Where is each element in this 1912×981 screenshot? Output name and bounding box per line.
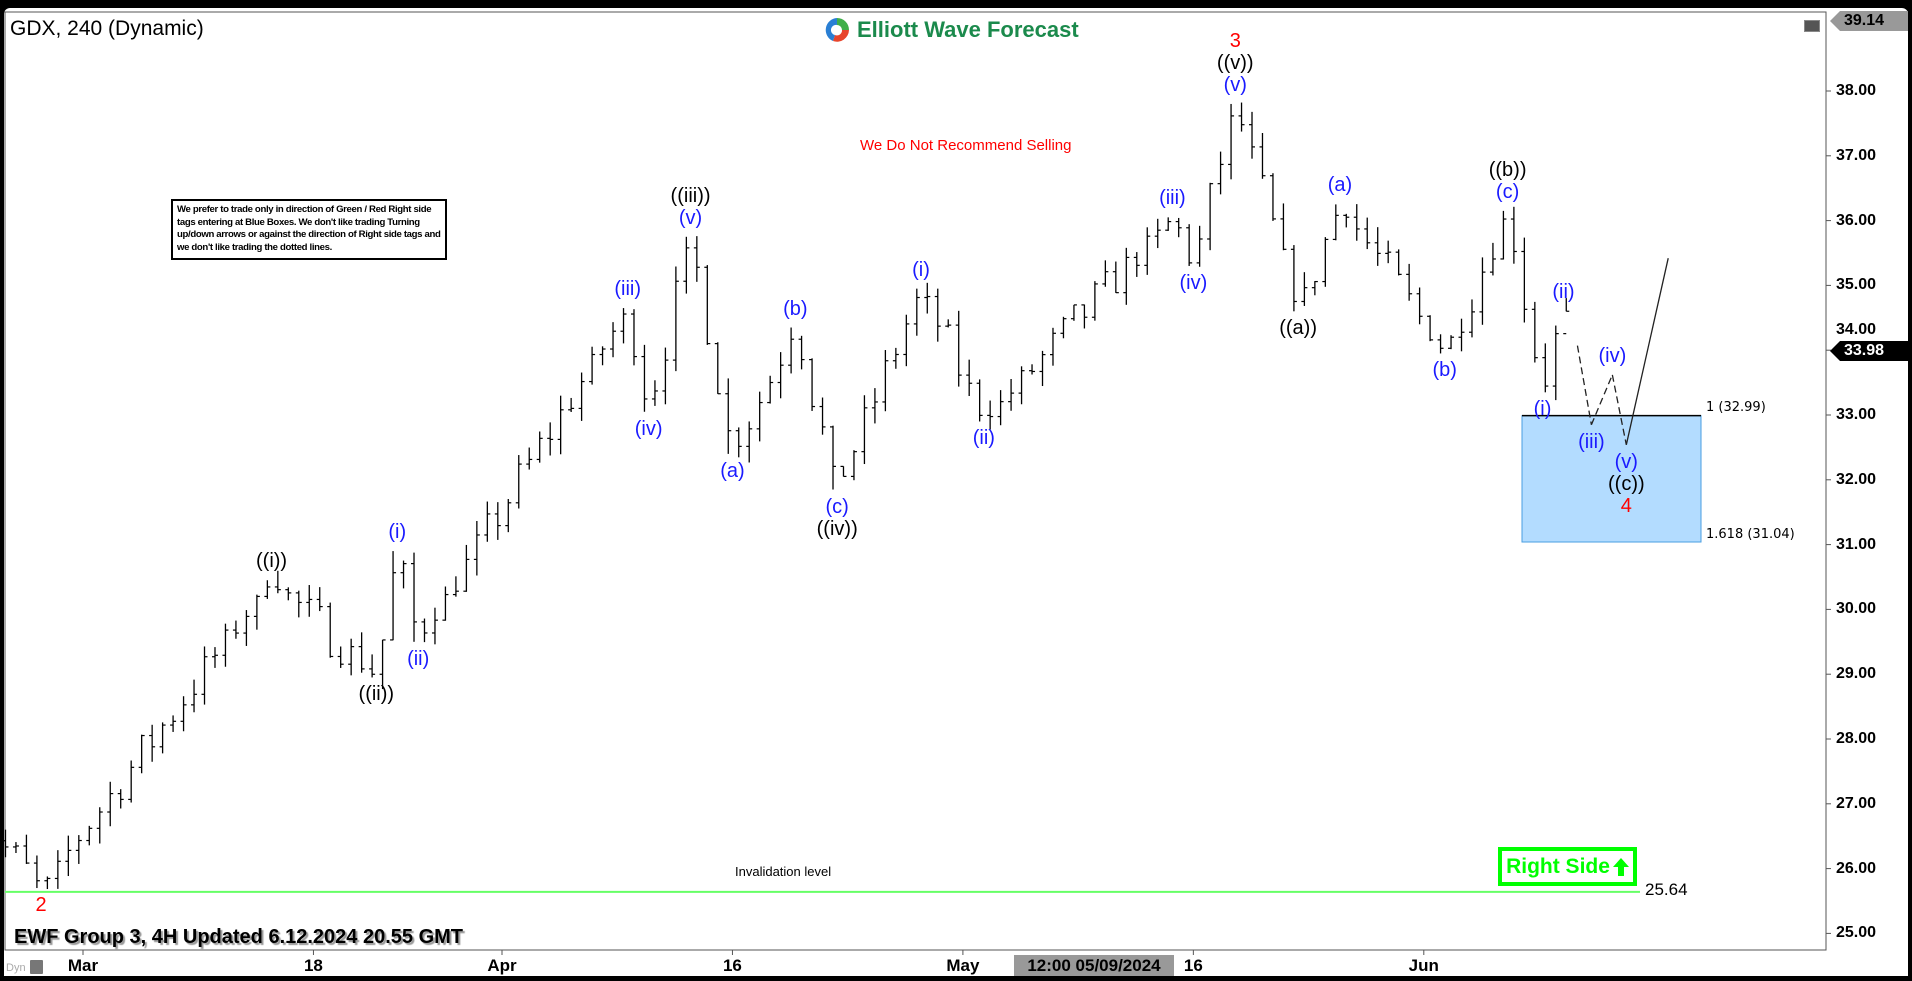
y-tick-label: 33.00 — [1836, 406, 1877, 423]
wave-label: ((v)) — [1216, 51, 1254, 74]
projection-path — [1611, 374, 1627, 445]
wave-label: (b) — [783, 297, 808, 320]
wave-label: (iv) — [1598, 344, 1627, 367]
y-tick-label: 26.00 — [1836, 859, 1877, 877]
wave-label: (iv) — [634, 417, 663, 440]
invalidation-label: Invalidation level — [735, 864, 832, 879]
wave-label: (v) — [1223, 73, 1247, 96]
wave-label: ((b)) — [1488, 158, 1527, 181]
wave-label: ((i)) — [256, 550, 288, 573]
wave-label: (b) — [1432, 359, 1457, 382]
plot-frame — [4, 11, 1827, 951]
logo: Elliott Wave Forecast — [823, 14, 1079, 46]
invalidation-value: 25.64 — [1645, 880, 1688, 899]
projection-path — [1590, 374, 1613, 425]
lock-icon[interactable] — [30, 960, 43, 974]
crosshair-date-label: 12:00 05/09/2024 — [1014, 955, 1174, 976]
y-tick-label: 29.00 — [1836, 665, 1877, 683]
fib-level-1: 1 (32.99) — [1706, 400, 1766, 415]
update-footer: EWF Group 3, 4H Updated 6.12.2024 20.55 … — [14, 926, 464, 948]
wave-label: 4 — [1620, 494, 1632, 517]
x-tick-label: Mar — [67, 956, 99, 975]
wave-label: (ii) — [1552, 281, 1575, 304]
x-tick-label: 16 — [722, 956, 742, 975]
y-tick-label: 27.00 — [1836, 794, 1877, 812]
wave-label: (c) — [1495, 180, 1520, 203]
wave-label: (a) — [1327, 174, 1353, 197]
wave-label: (i) — [1533, 398, 1552, 421]
wave-label: (v) — [1614, 450, 1638, 473]
logo-swirl-icon — [824, 17, 850, 43]
y-tick-label: 37.00 — [1836, 146, 1877, 164]
x-tick-label: 18 — [303, 956, 323, 975]
wave-label: (iii) — [1578, 430, 1605, 453]
dyn-label: Dyn — [6, 962, 26, 974]
wave-label: 3 — [1229, 29, 1241, 52]
fib-level-1618: 1.618 (31.04) — [1706, 527, 1795, 542]
y-tick-label: 34.00 — [1836, 321, 1877, 339]
y-tick-label: 28.00 — [1836, 730, 1877, 747]
trading-note: We prefer to trade only in direction of … — [171, 199, 447, 260]
wave-label: (c) — [825, 495, 849, 518]
wave-label: (iii) — [614, 278, 642, 301]
wave-label: (ii) — [407, 647, 430, 670]
right-side-tag: Right Side — [1498, 847, 1637, 886]
y-tick-label: 30.00 — [1836, 600, 1877, 618]
x-tick-label: Jun — [1408, 956, 1439, 975]
y-tick-label: 35.00 — [1836, 276, 1877, 294]
last-price-tag: 33.98 — [1830, 341, 1908, 361]
y-tick-label: 25.00 — [1836, 924, 1877, 942]
right-side-label: Right Side — [1506, 854, 1610, 878]
y-tick-label: 36.00 — [1836, 211, 1877, 229]
wave-label: 2 — [35, 894, 47, 917]
wave-label: (iv) — [1179, 271, 1208, 294]
window-restore-icon[interactable] — [1804, 20, 1820, 32]
wave-label: ((ii)) — [358, 683, 395, 706]
logo-text: Elliott Wave Forecast — [857, 17, 1079, 42]
blue-box — [1521, 415, 1702, 543]
wave-label: (iii) — [1159, 187, 1186, 210]
wave-label: ((a)) — [1279, 317, 1317, 340]
wave-label: (a) — [720, 459, 745, 482]
x-tick-label: Apr — [487, 956, 517, 975]
wave-label: (ii) — [972, 427, 995, 450]
chart-title: GDX, 240 (Dynamic) — [10, 17, 204, 40]
projection-path — [1576, 345, 1593, 425]
y-tick-label: 31.00 — [1836, 535, 1877, 553]
x-tick-label: May — [946, 956, 980, 975]
wave-label: (i) — [912, 258, 930, 281]
y-tick-label: 32.00 — [1836, 470, 1877, 488]
wave-label: (v) — [678, 206, 703, 229]
wave-label: ((c)) — [1607, 472, 1645, 495]
top-price-tag: 39.14 — [1830, 11, 1908, 31]
warning-text: We Do Not Recommend Selling — [860, 137, 1072, 154]
wave-label: ((iv)) — [816, 517, 858, 540]
projection-path — [1625, 258, 1669, 445]
x-tick-label: 16 — [1183, 956, 1203, 975]
y-tick-label: 38.00 — [1836, 82, 1877, 99]
arrow-up-icon — [1612, 857, 1629, 876]
wave-label: ((iii)) — [670, 184, 711, 207]
wave-label: (i) — [388, 521, 407, 544]
